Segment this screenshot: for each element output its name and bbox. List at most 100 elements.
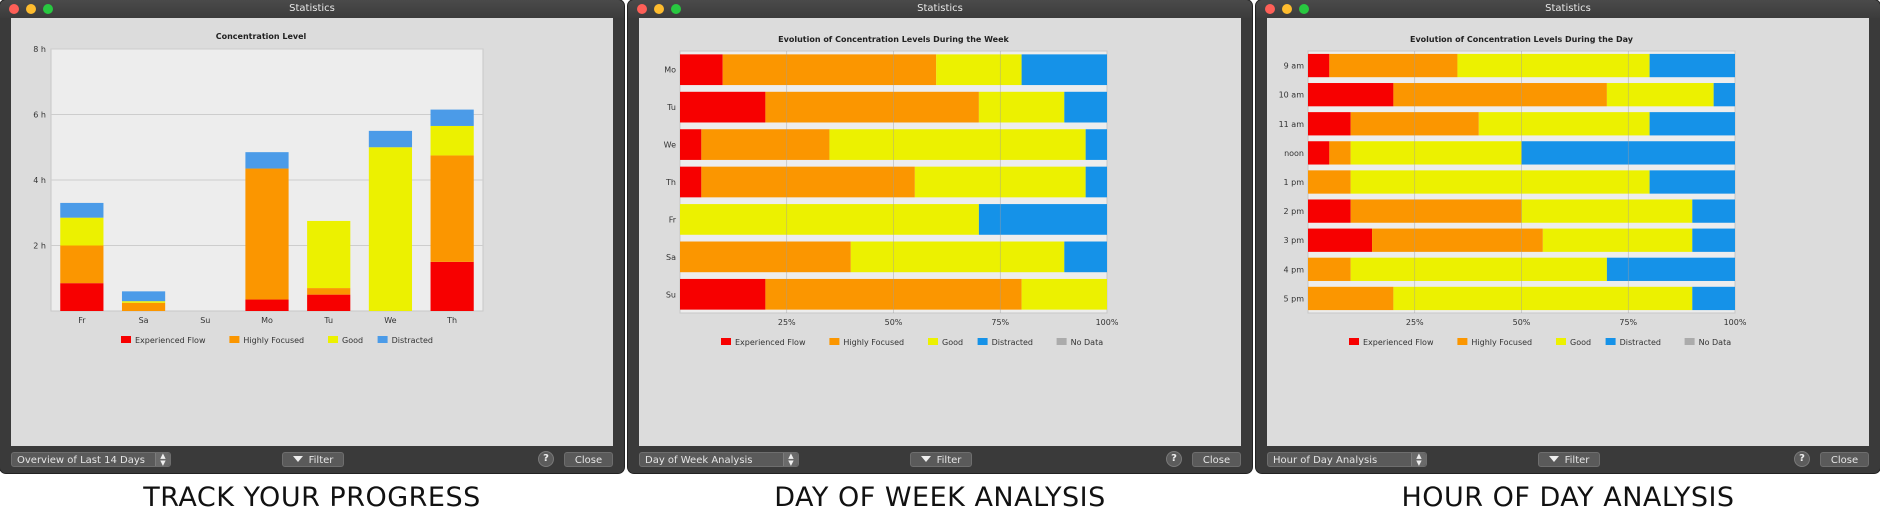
legend-label-good: Good [942, 338, 963, 347]
zoom-window-icon[interactable] [1299, 4, 1309, 14]
filter-icon [920, 456, 931, 462]
y-tick-label: 5 pm [1283, 294, 1304, 303]
legend-swatch-distracted [1605, 338, 1616, 345]
analysis-select[interactable]: Hour of Day Analysis ▲ ▼ [1267, 452, 1427, 467]
bar-segment-good [121, 301, 166, 303]
y-tick-label: Tu [666, 103, 676, 112]
close-button[interactable]: Close [1192, 452, 1241, 467]
window-titlebar[interactable]: Statistics [628, 0, 1252, 18]
bar-segment-experienced-flow [680, 54, 723, 86]
analysis-select-value: Day of Week Analysis [645, 455, 753, 466]
legend-label-good: Good [342, 336, 363, 345]
legend-label-no-data: No Data [1699, 338, 1732, 347]
period-select-value: Overview of Last 14 Days [17, 455, 145, 466]
filter-button[interactable]: Filter [910, 452, 972, 467]
window-title: Statistics [289, 3, 335, 14]
bar-segment-distracted [1692, 228, 1735, 252]
legend-swatch-good [328, 336, 338, 343]
bar-segment-distracted [1064, 241, 1107, 273]
bar-segment-distracted [1692, 199, 1735, 223]
filter-button-label: Filter [1564, 455, 1590, 466]
bar-segment-distracted [1713, 83, 1735, 107]
minimize-window-icon[interactable] [1282, 4, 1292, 14]
x-tick-label: 50% [885, 318, 903, 327]
legend-label-distracted: Distracted [992, 338, 1033, 347]
bar-segment-highly-focused [1393, 83, 1607, 107]
legend-swatch-distracted [977, 338, 988, 345]
legend-label-experienced-flow: Experienced Flow [1363, 338, 1434, 347]
legend-label-distracted: Distracted [392, 336, 433, 345]
analysis-select[interactable]: Day of Week Analysis ▲ ▼ [639, 452, 799, 467]
bar-segment-highly-focused [722, 54, 937, 86]
bar-segment-experienced-flow [1308, 112, 1351, 136]
close-window-icon[interactable] [1265, 4, 1275, 14]
bar-segment-distracted [1649, 53, 1735, 78]
caption-hour-of-day: HOUR OF DAY ANALYSIS [1401, 482, 1735, 513]
chart-panel: Evolution of Concentration Levels During… [639, 18, 1241, 446]
x-tick-label: We [384, 316, 396, 325]
y-tick-label: noon [1284, 149, 1304, 158]
chart-title: Evolution of Concentration Levels During… [1410, 35, 1634, 44]
legend-swatch-highly-focused [829, 338, 840, 345]
filter-button-label: Filter [936, 455, 962, 466]
bar-segment-distracted [978, 204, 1107, 235]
help-button[interactable]: ? [1166, 451, 1182, 467]
minimize-window-icon[interactable] [26, 4, 36, 14]
updown-arrows-icon: ▲ ▼ [155, 453, 170, 466]
bar-segment-highly-focused [1329, 53, 1458, 78]
bar-segment-good [60, 217, 104, 246]
x-tick-label: 75% [991, 318, 1009, 327]
bar-segment-good [1021, 278, 1107, 310]
legend-swatch-distracted [377, 336, 388, 343]
bar-segment-distracted [245, 152, 289, 169]
bar-segment-distracted [1606, 257, 1735, 281]
filter-button[interactable]: Filter [282, 452, 344, 467]
legend-label-distracted: Distracted [1620, 338, 1661, 347]
help-button[interactable]: ? [538, 451, 554, 467]
filter-button-label: Filter [308, 455, 334, 466]
bar-segment-good [1542, 228, 1693, 252]
y-tick-label: 11 am [1279, 120, 1305, 129]
close-window-icon[interactable] [637, 4, 647, 14]
x-tick-label: Su [200, 316, 210, 325]
chart-panel: Concentration Level 2 h 4 h 6 h 8 h Fr Sa Su Mo T… [11, 18, 613, 446]
legend-label-good: Good [1570, 338, 1591, 347]
legend-swatch-highly-focused [1457, 338, 1468, 345]
y-tick-label: Fr [669, 215, 677, 224]
zoom-window-icon[interactable] [43, 4, 53, 14]
hour-of-day-bar-chart: Evolution of Concentration Levels During… [1279, 35, 1747, 347]
legend-label-highly-focused: Highly Focused [243, 336, 304, 345]
bar-segment-good [430, 125, 474, 156]
x-tick-label: 50% [1513, 318, 1531, 327]
period-select[interactable]: Overview of Last 14 Days ▲ ▼ [11, 452, 171, 467]
bar-segment-highly-focused [1329, 141, 1351, 165]
bar-segment-experienced-flow [307, 294, 351, 311]
legend-swatch-experienced-flow [121, 336, 131, 343]
bar-segment-highly-focused [701, 166, 915, 198]
minimize-window-icon[interactable] [654, 4, 664, 14]
filter-button[interactable]: Filter [1538, 452, 1600, 467]
bar-segment-good [307, 220, 351, 289]
close-window-icon[interactable] [9, 4, 19, 14]
bar-segment-good [1350, 141, 1522, 165]
y-tick-label: 8 h [33, 45, 46, 54]
zoom-window-icon[interactable] [671, 4, 681, 14]
window-titlebar[interactable]: Statistics [1256, 0, 1880, 18]
close-button[interactable]: Close [564, 452, 613, 467]
chart-title: Evolution of Concentration Levels During… [778, 35, 1009, 44]
y-tick-label: 10 am [1279, 91, 1305, 100]
analysis-select-value: Hour of Day Analysis [1273, 455, 1378, 466]
legend-label-highly-focused: Highly Focused [843, 338, 904, 347]
bar-segment-experienced-flow [1308, 53, 1330, 78]
help-button[interactable]: ? [1794, 451, 1810, 467]
legend-swatch-no-data [1056, 338, 1067, 345]
bar-segment-highly-focused [60, 245, 104, 284]
bar-segment-experienced-flow [1308, 199, 1351, 223]
bar-segment-distracted [1085, 166, 1107, 198]
bar-segment-good [1350, 257, 1607, 281]
close-button[interactable]: Close [1820, 452, 1869, 467]
window-titlebar[interactable]: Statistics [0, 0, 624, 18]
bar-segment-experienced-flow [430, 261, 474, 311]
bar-segment-experienced-flow [680, 166, 702, 198]
x-tick-label: Tu [323, 316, 333, 325]
